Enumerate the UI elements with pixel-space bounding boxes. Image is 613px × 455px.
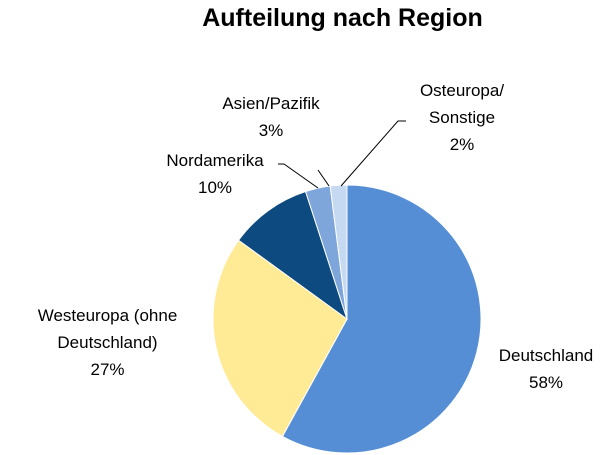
category-label: Nordamerika bbox=[166, 151, 264, 170]
pie-slice bbox=[281, 184, 482, 454]
value-label: 27% bbox=[90, 360, 125, 379]
slice-label: Asien/Pazifik 3% bbox=[196, 90, 346, 144]
category-label: Deutschland bbox=[498, 346, 594, 365]
pie-slice bbox=[212, 239, 348, 438]
value-label: 3% bbox=[258, 121, 284, 140]
category-label: Westeuropa (ohne Deutschland) bbox=[37, 306, 178, 352]
slice-label: Osteuropa/ Sonstige 2% bbox=[402, 77, 522, 158]
pie-slice bbox=[237, 190, 348, 321]
category-label: Osteuropa/ Sonstige bbox=[419, 81, 505, 127]
value-label: 58% bbox=[528, 373, 564, 392]
slice-label: Nordamerika 10% bbox=[140, 147, 290, 201]
category-label: Asien/Pazifik bbox=[222, 94, 320, 113]
value-label: 2% bbox=[449, 135, 475, 154]
chart-title: Aufteilung nach Region bbox=[202, 4, 483, 32]
value-label: 10% bbox=[197, 178, 233, 197]
leader-line bbox=[317, 169, 330, 187]
leader-line bbox=[340, 120, 406, 187]
slice-label: Westeuropa (ohne Deutschland) 27% bbox=[5, 302, 210, 383]
leader-line bbox=[278, 163, 319, 189]
slice-label: Deutschland 58% bbox=[476, 342, 613, 396]
pie-slice bbox=[329, 184, 348, 320]
